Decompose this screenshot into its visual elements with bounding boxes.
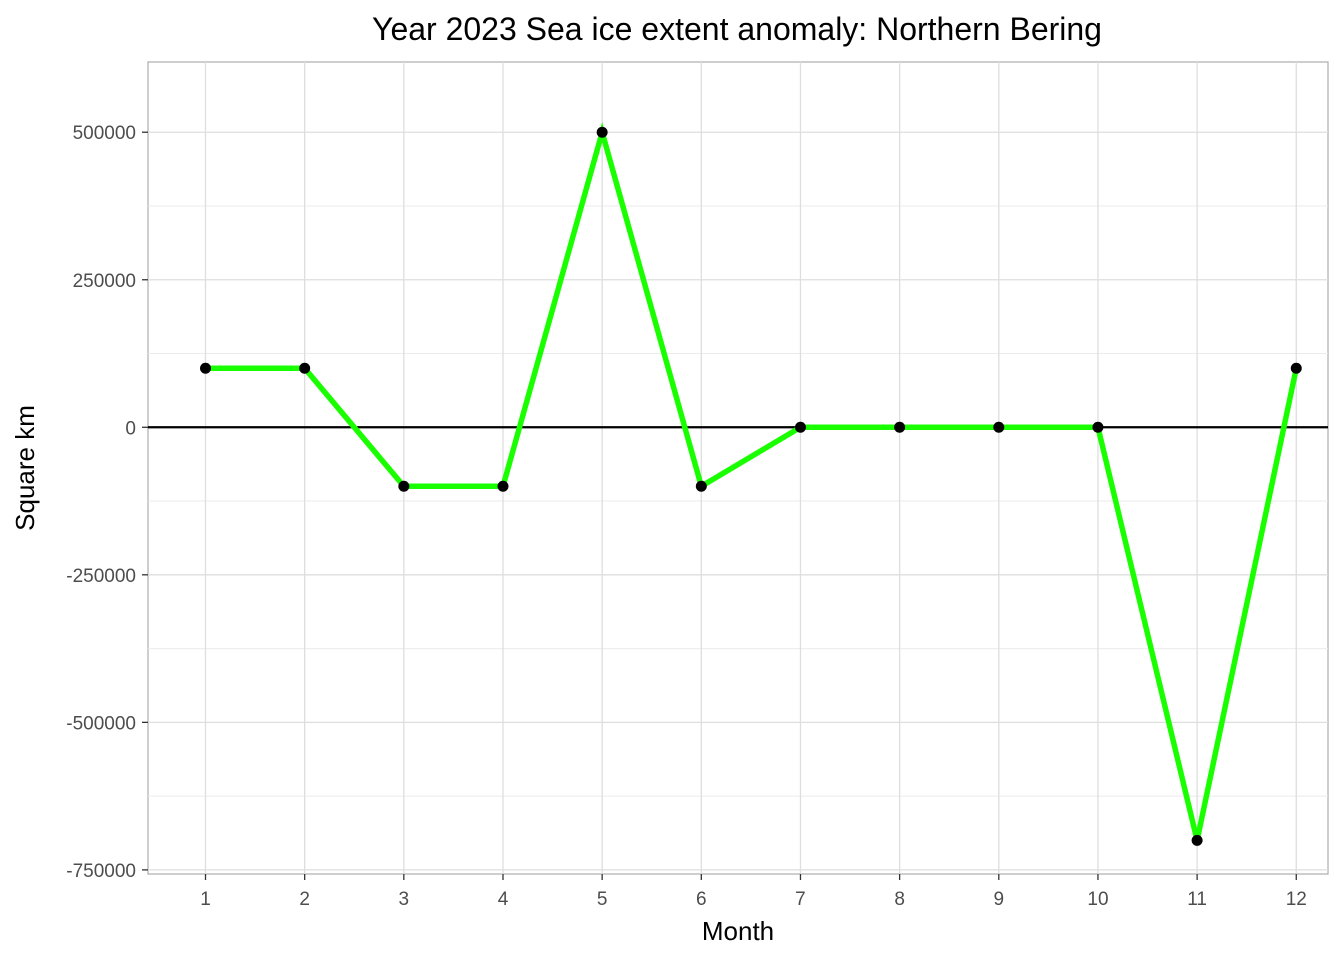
x-axis-ticks: 1 2 3 4 5 6 7 8 9 10 11 12 xyxy=(200,874,1307,910)
data-point xyxy=(299,362,311,374)
x-tick-label: 8 xyxy=(894,889,905,910)
x-tick-label: 10 xyxy=(1087,889,1108,910)
x-tick-label: 3 xyxy=(399,889,410,910)
x-tick-label: 2 xyxy=(299,889,310,910)
series-line xyxy=(205,122,1299,842)
data-point xyxy=(596,126,608,138)
data-point xyxy=(695,480,707,492)
major-gridlines xyxy=(148,62,1328,874)
x-tick-label: 1 xyxy=(200,889,211,910)
data-point xyxy=(1290,362,1302,374)
x-tick-label: 9 xyxy=(994,889,1005,910)
data-point xyxy=(1092,421,1104,433)
minor-gridlines xyxy=(148,205,1328,797)
y-tick-label: -500000 xyxy=(66,713,136,734)
y-tick-label: 250000 xyxy=(73,271,136,292)
plot-panel xyxy=(147,61,1329,875)
data-point xyxy=(894,421,906,433)
x-tick-label: 11 xyxy=(1187,889,1207,910)
y-tick-label: -250000 xyxy=(66,566,136,587)
data-point xyxy=(398,480,410,492)
data-point xyxy=(993,421,1005,433)
data-point xyxy=(200,362,212,374)
data-point xyxy=(497,480,509,492)
x-tick-label: 7 xyxy=(795,889,806,910)
y-axis-title: Square km xyxy=(10,405,40,531)
x-tick-label: 4 xyxy=(498,889,509,910)
x-tick-label: 12 xyxy=(1286,889,1307,910)
y-tick-label: -750000 xyxy=(66,861,136,882)
data-point xyxy=(794,421,806,433)
x-axis-title: Month xyxy=(702,916,774,946)
data-point xyxy=(1191,834,1203,846)
y-tick-label: 0 xyxy=(125,418,136,439)
x-tick-label: 6 xyxy=(696,889,707,910)
data-points xyxy=(200,126,1302,846)
y-axis-ticks: 500000 250000 0 -250000 -500000 -750000 xyxy=(66,123,148,882)
chart-title: Year 2023 Sea ice extent anomaly: Northe… xyxy=(372,11,1102,47)
y-tick-label: 500000 xyxy=(73,123,136,144)
x-tick-label: 5 xyxy=(597,889,608,910)
